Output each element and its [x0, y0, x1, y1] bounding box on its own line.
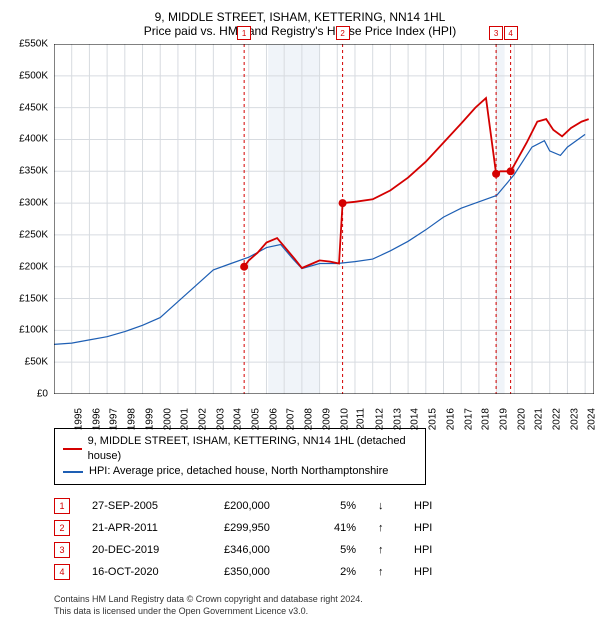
- transaction-number-box: 3: [54, 542, 70, 558]
- x-tick-label: 2003: [215, 408, 226, 430]
- x-tick-label: 2002: [197, 408, 208, 430]
- sale-marker-box: 1: [237, 26, 251, 40]
- x-tick-label: 2004: [233, 408, 244, 430]
- legend-label: HPI: Average price, detached house, Nort…: [89, 464, 388, 479]
- legend-swatch: [63, 448, 82, 450]
- sale-marker-box: 2: [336, 26, 350, 40]
- transaction-hpi-label: HPI: [414, 539, 432, 561]
- transaction-price: £299,950: [224, 517, 294, 539]
- chart-container: 9, MIDDLE STREET, ISHAM, KETTERING, NN14…: [0, 0, 600, 620]
- transaction-arrow-icon: ↓: [378, 495, 392, 517]
- transaction-percent: 5%: [316, 539, 356, 561]
- transaction-date: 20-DEC-2019: [92, 539, 202, 561]
- transaction-price: £346,000: [224, 539, 294, 561]
- x-tick-label: 2012: [374, 408, 385, 430]
- x-tick-label: 2000: [162, 408, 173, 430]
- x-tick-label: 2018: [480, 408, 491, 430]
- x-tick-label: 1997: [109, 408, 120, 430]
- y-tick-label: £450K: [19, 102, 48, 113]
- transaction-number-box: 4: [54, 564, 70, 580]
- transaction-number-box: 1: [54, 498, 70, 514]
- x-tick-label: 2024: [587, 408, 598, 430]
- x-tick-label: 1999: [144, 408, 155, 430]
- x-tick-label: 1996: [91, 408, 102, 430]
- transaction-date: 27-SEP-2005: [92, 495, 202, 517]
- transactions-table: 1 27-SEP-2005 £200,000 5% ↓ HPI 2 21-APR-2011 £2…: [54, 495, 590, 583]
- x-tick-label: 2017: [463, 408, 474, 430]
- chart-area: £0£50K£100K£150K£200K£250K£300K£350K£400…: [54, 44, 594, 394]
- x-tick-label: 2007: [286, 408, 297, 430]
- x-tick-label: 2023: [569, 408, 580, 430]
- transaction-arrow-icon: ↑: [378, 539, 392, 561]
- x-tick-label: 2016: [445, 408, 456, 430]
- x-tick-label: 2010: [339, 408, 350, 430]
- x-tick-label: 1995: [73, 408, 84, 430]
- sale-marker-box: 3: [489, 26, 503, 40]
- transaction-row: 3 20-DEC-2019 £346,000 5% ↑ HPI: [54, 539, 590, 561]
- transaction-percent: 2%: [316, 561, 356, 583]
- legend-row: 9, MIDDLE STREET, ISHAM, KETTERING, NN14…: [63, 434, 417, 464]
- transaction-date: 21-APR-2011: [92, 517, 202, 539]
- footer-line-2: This data is licensed under the Open Gov…: [54, 605, 590, 617]
- transaction-number-box: 2: [54, 520, 70, 536]
- x-tick-label: 2006: [268, 408, 279, 430]
- x-tick-label: 2015: [427, 408, 438, 430]
- transaction-percent: 5%: [316, 495, 356, 517]
- x-tick-label: 2005: [250, 408, 261, 430]
- transaction-arrow-icon: ↑: [378, 561, 392, 583]
- y-tick-label: £200K: [19, 261, 48, 272]
- x-tick-label: 2013: [392, 408, 403, 430]
- transaction-hpi-label: HPI: [414, 495, 432, 517]
- footer-line-1: Contains HM Land Registry data © Crown c…: [54, 593, 590, 605]
- transaction-percent: 41%: [316, 517, 356, 539]
- y-tick-label: £50K: [25, 357, 48, 368]
- legend-box: 9, MIDDLE STREET, ISHAM, KETTERING, NN14…: [54, 428, 426, 485]
- footer-text: Contains HM Land Registry data © Crown c…: [54, 593, 590, 617]
- x-tick-label: 2019: [498, 408, 509, 430]
- chart-svg: [54, 44, 594, 394]
- transaction-hpi-label: HPI: [414, 517, 432, 539]
- x-tick-label: 2008: [303, 408, 314, 430]
- x-tick-label: 1998: [126, 408, 137, 430]
- x-tick-label: 2022: [551, 408, 562, 430]
- x-tick-label: 2020: [516, 408, 527, 430]
- x-tick-label: 2021: [534, 408, 545, 430]
- y-tick-label: £500K: [19, 70, 48, 81]
- x-tick-label: 2014: [410, 408, 421, 430]
- y-tick-label: £150K: [19, 293, 48, 304]
- transaction-hpi-label: HPI: [414, 561, 432, 583]
- transaction-date: 16-OCT-2020: [92, 561, 202, 583]
- sale-marker-box: 4: [504, 26, 518, 40]
- chart-title: 9, MIDDLE STREET, ISHAM, KETTERING, NN14…: [10, 10, 590, 24]
- y-tick-label: £0: [37, 389, 48, 400]
- transaction-row: 1 27-SEP-2005 £200,000 5% ↓ HPI: [54, 495, 590, 517]
- y-tick-label: £550K: [19, 39, 48, 50]
- x-tick-label: 2011: [356, 408, 367, 430]
- transaction-row: 2 21-APR-2011 £299,950 41% ↑ HPI: [54, 517, 590, 539]
- legend-swatch: [63, 471, 83, 473]
- transaction-arrow-icon: ↑: [378, 517, 392, 539]
- transaction-price: £200,000: [224, 495, 294, 517]
- x-tick-label: 2001: [179, 408, 190, 430]
- transaction-price: £350,000: [224, 561, 294, 583]
- y-tick-label: £400K: [19, 134, 48, 145]
- y-tick-label: £350K: [19, 166, 48, 177]
- y-tick-label: £250K: [19, 229, 48, 240]
- y-tick-label: £100K: [19, 325, 48, 336]
- y-tick-label: £300K: [19, 198, 48, 209]
- legend-label: 9, MIDDLE STREET, ISHAM, KETTERING, NN14…: [88, 434, 417, 464]
- legend-row: HPI: Average price, detached house, Nort…: [63, 464, 417, 479]
- x-tick-label: 2009: [321, 408, 332, 430]
- transaction-row: 4 16-OCT-2020 £350,000 2% ↑ HPI: [54, 561, 590, 583]
